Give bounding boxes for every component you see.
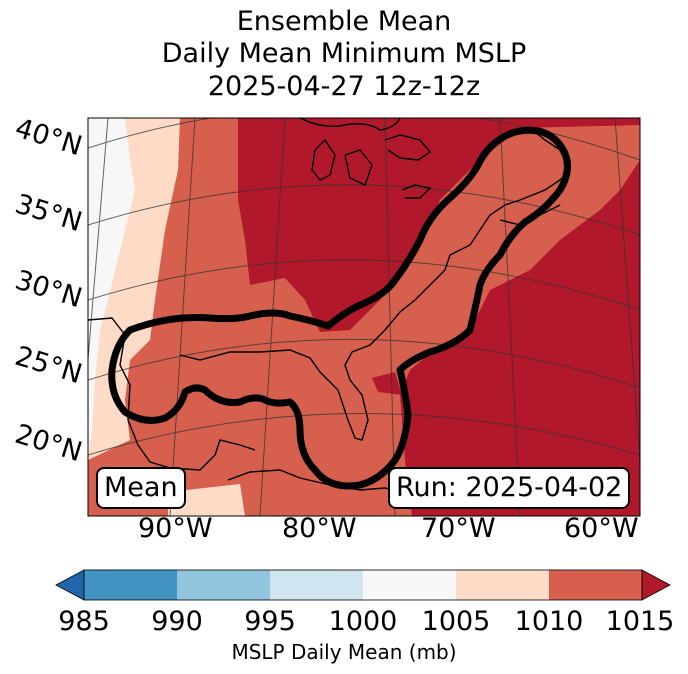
colorbar-tick-990: 990 [151, 606, 203, 637]
colorbar-tick-1010: 1010 [514, 606, 584, 637]
field-995-1000-west [88, 118, 135, 460]
lon-label-60w: 60°W [564, 513, 639, 544]
field-1015-north [238, 118, 640, 332]
colorbar [55, 569, 671, 601]
map-frame [87, 117, 641, 517]
coastlines [88, 118, 571, 493]
graticule [88, 118, 640, 516]
colorbar-bin-1000-1005 [363, 570, 456, 600]
colorbar-bin-1010-1015 [549, 570, 642, 600]
field-1015-patch [372, 372, 402, 395]
lon-label-90w: 90°W [138, 513, 213, 544]
colorbar-bin-1005-1010 [456, 570, 549, 600]
colorbar-tick-985: 985 [58, 606, 110, 637]
colorbar-tick-1000: 1000 [328, 606, 398, 637]
colorbar-extend-high [641, 569, 671, 601]
pressure-field [88, 118, 640, 516]
colorbar-tick-1015: 1015 [605, 606, 675, 637]
lon-label-70w: 70°W [421, 513, 496, 544]
field-1015-atlantic [400, 160, 640, 516]
outline-region [108, 126, 571, 490]
mean-label-box: Mean [96, 467, 186, 509]
colorbar-bin-985-990 [84, 570, 177, 600]
colorbar-extend-low [55, 569, 85, 601]
colorbar-tick-1005: 1005 [421, 606, 491, 637]
run-date-box: Run: 2025-04-02 [388, 467, 631, 509]
title-line-3: 2025-04-27 12z-12z [207, 71, 481, 102]
title-line-2: Daily Mean Minimum MSLP [161, 38, 527, 69]
field-1000-1005-south [168, 484, 245, 516]
colorbar-tick-995: 995 [244, 606, 296, 637]
title-line-1: Ensemble Mean [236, 6, 452, 37]
colorbar-label: MSLP Daily Mean (mb) [231, 640, 457, 664]
lon-label-80w: 80°W [282, 513, 357, 544]
colorbar-bin-995-1000 [270, 570, 363, 600]
colorbar-bin-990-995 [177, 570, 270, 600]
